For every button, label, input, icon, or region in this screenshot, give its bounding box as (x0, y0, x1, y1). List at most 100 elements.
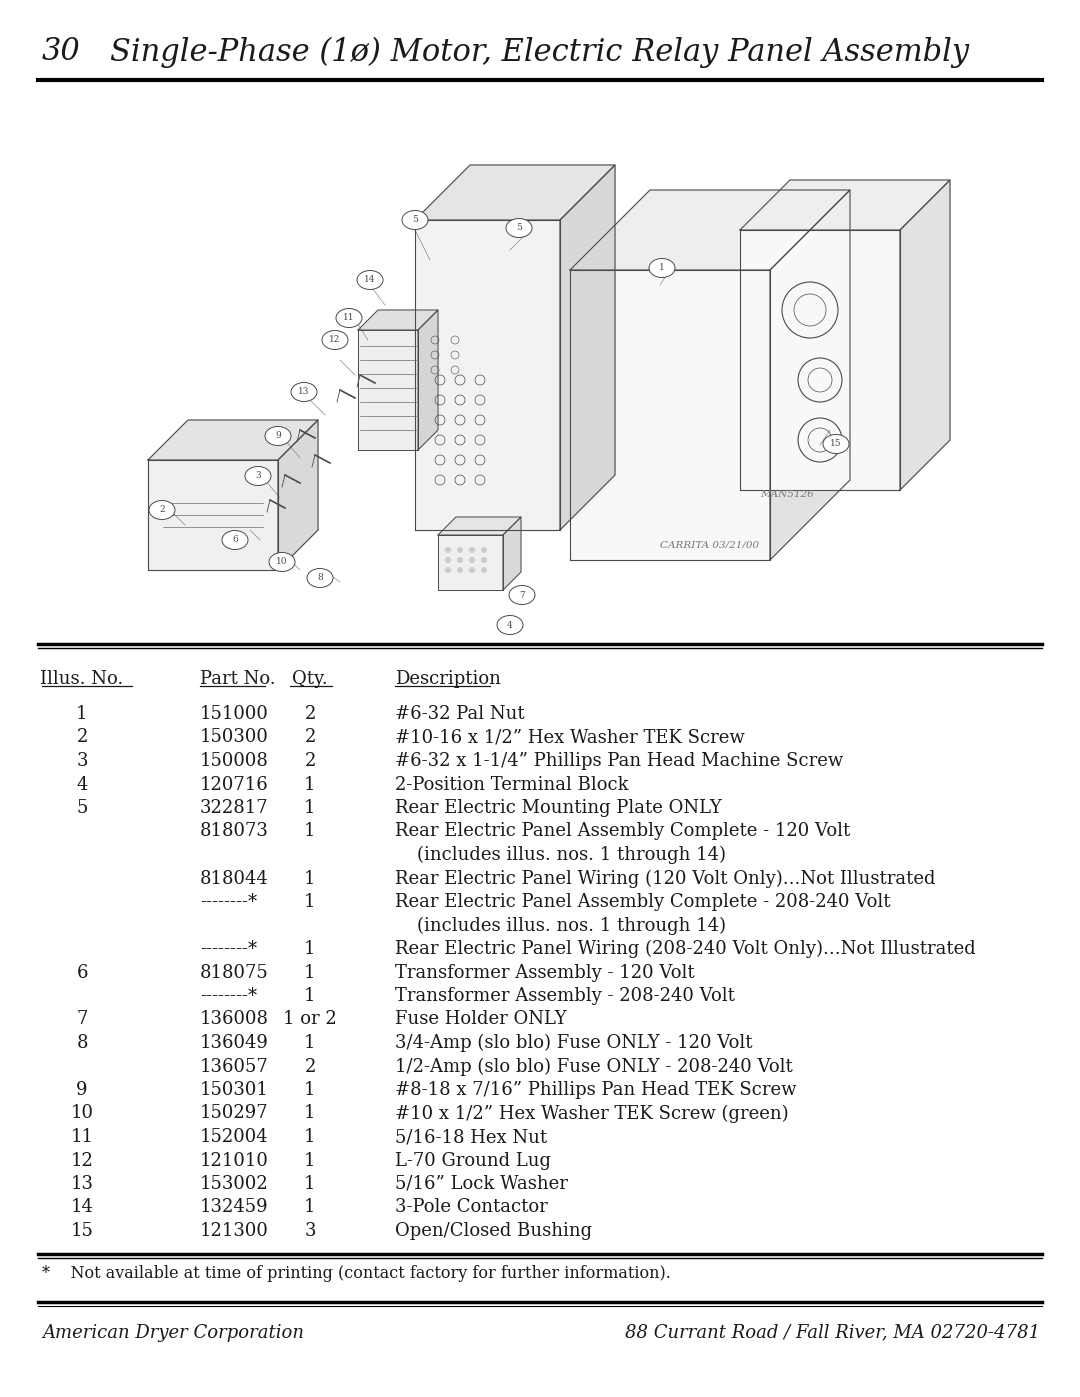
Ellipse shape (149, 500, 175, 520)
Text: 818044: 818044 (200, 869, 269, 887)
Text: 10: 10 (70, 1105, 94, 1123)
Text: Single-Phase (1ø) Motor, Electric Relay Panel Assembly: Single-Phase (1ø) Motor, Electric Relay … (110, 36, 970, 67)
Polygon shape (900, 180, 950, 490)
Text: 2: 2 (77, 728, 87, 746)
Text: --------*: --------* (200, 940, 257, 958)
Text: 136008: 136008 (200, 1010, 269, 1028)
Text: 1: 1 (305, 1199, 315, 1217)
Text: 7: 7 (519, 591, 525, 599)
Text: 150297: 150297 (200, 1105, 269, 1123)
Text: 9: 9 (77, 1081, 87, 1099)
Text: 150300: 150300 (200, 728, 269, 746)
Polygon shape (357, 330, 418, 450)
Ellipse shape (402, 211, 428, 229)
Text: 1: 1 (305, 988, 315, 1004)
Text: Fuse Holder ONLY: Fuse Holder ONLY (395, 1010, 567, 1028)
Ellipse shape (265, 426, 291, 446)
Text: 2: 2 (159, 506, 165, 514)
Text: 1: 1 (305, 893, 315, 911)
Text: 1: 1 (305, 1175, 315, 1193)
Text: 10: 10 (276, 557, 287, 567)
Ellipse shape (269, 552, 295, 571)
Text: 151000: 151000 (200, 705, 269, 724)
Text: 121300: 121300 (200, 1222, 269, 1241)
Text: 11: 11 (343, 313, 354, 323)
Polygon shape (438, 535, 503, 590)
Ellipse shape (291, 383, 318, 401)
Text: 1: 1 (659, 264, 665, 272)
Text: 8: 8 (77, 1034, 87, 1052)
Text: 153002: 153002 (200, 1175, 269, 1193)
Polygon shape (415, 165, 615, 219)
Ellipse shape (222, 531, 248, 549)
Circle shape (481, 557, 487, 563)
Polygon shape (357, 310, 438, 330)
Circle shape (445, 548, 451, 553)
Text: (includes illus. nos. 1 through 14): (includes illus. nos. 1 through 14) (417, 916, 726, 935)
Text: 5/16” Lock Washer: 5/16” Lock Washer (395, 1175, 568, 1193)
Text: Qty.: Qty. (293, 671, 328, 687)
Circle shape (445, 567, 451, 573)
Text: 5: 5 (413, 215, 418, 225)
Ellipse shape (245, 467, 271, 486)
Ellipse shape (357, 271, 383, 289)
Polygon shape (503, 517, 521, 590)
Text: Transformer Assembly - 208-240 Volt: Transformer Assembly - 208-240 Volt (395, 988, 734, 1004)
Text: 2: 2 (305, 705, 315, 724)
Text: 14: 14 (364, 275, 376, 285)
Text: 1: 1 (305, 1081, 315, 1099)
Text: Rear Electric Panel Assembly Complete - 208-240 Volt: Rear Electric Panel Assembly Complete - … (395, 893, 891, 911)
Text: 5: 5 (516, 224, 522, 232)
Text: L-70 Ground Lug: L-70 Ground Lug (395, 1151, 551, 1169)
Ellipse shape (336, 309, 362, 327)
Text: 30: 30 (42, 36, 81, 67)
Text: American Dryer Corporation: American Dryer Corporation (42, 1323, 303, 1341)
Text: 3: 3 (255, 472, 260, 481)
Polygon shape (278, 420, 318, 570)
Text: 6: 6 (232, 535, 238, 545)
Text: 2-Position Terminal Block: 2-Position Terminal Block (395, 775, 629, 793)
Text: 121010: 121010 (200, 1151, 269, 1169)
Ellipse shape (507, 218, 532, 237)
Text: Transformer Assembly - 120 Volt: Transformer Assembly - 120 Volt (395, 964, 694, 982)
Text: 3: 3 (305, 1222, 315, 1241)
Text: 1: 1 (305, 1151, 315, 1169)
Text: 1: 1 (305, 1034, 315, 1052)
Circle shape (457, 557, 463, 563)
Circle shape (469, 548, 475, 553)
Text: 11: 11 (70, 1127, 94, 1146)
Text: *    Not available at time of printing (contact factory for further information): * Not available at time of printing (con… (42, 1266, 671, 1282)
Text: 1: 1 (305, 1105, 315, 1123)
Text: 1: 1 (305, 1127, 315, 1146)
Text: Open/Closed Bushing: Open/Closed Bushing (395, 1222, 592, 1241)
Text: 9: 9 (275, 432, 281, 440)
Ellipse shape (497, 616, 523, 634)
Text: #10 x 1/2” Hex Washer TEK Screw (green): #10 x 1/2” Hex Washer TEK Screw (green) (395, 1105, 788, 1123)
Text: Illus. No.: Illus. No. (40, 671, 123, 687)
Text: 13: 13 (298, 387, 310, 397)
Text: 1 or 2: 1 or 2 (283, 1010, 337, 1028)
Text: 1: 1 (305, 799, 315, 817)
Text: 2: 2 (305, 728, 315, 746)
Circle shape (457, 548, 463, 553)
Text: 5: 5 (77, 799, 87, 817)
Text: 2: 2 (305, 1058, 315, 1076)
Polygon shape (148, 460, 278, 570)
Text: Rear Electric Mounting Plate ONLY: Rear Electric Mounting Plate ONLY (395, 799, 721, 817)
Text: 12: 12 (329, 335, 340, 345)
Polygon shape (561, 165, 615, 529)
Text: #10-16 x 1/2” Hex Washer TEK Screw: #10-16 x 1/2” Hex Washer TEK Screw (395, 728, 745, 746)
Text: (includes illus. nos. 1 through 14): (includes illus. nos. 1 through 14) (417, 847, 726, 865)
Text: 1: 1 (305, 775, 315, 793)
Text: 132459: 132459 (200, 1199, 269, 1217)
Ellipse shape (823, 434, 849, 454)
Text: Description: Description (395, 671, 501, 687)
Text: 1: 1 (305, 823, 315, 841)
Text: 152004: 152004 (200, 1127, 269, 1146)
Text: 14: 14 (70, 1199, 94, 1217)
Text: #6-32 x 1-1/4” Phillips Pan Head Machine Screw: #6-32 x 1-1/4” Phillips Pan Head Machine… (395, 752, 843, 770)
Text: 3/4-Amp (slo blo) Fuse ONLY - 120 Volt: 3/4-Amp (slo blo) Fuse ONLY - 120 Volt (395, 1034, 753, 1052)
Ellipse shape (307, 569, 333, 588)
Text: Rear Electric Panel Wiring (120 Volt Only)...Not Illustrated: Rear Electric Panel Wiring (120 Volt Onl… (395, 869, 935, 887)
Text: 1: 1 (305, 869, 315, 887)
